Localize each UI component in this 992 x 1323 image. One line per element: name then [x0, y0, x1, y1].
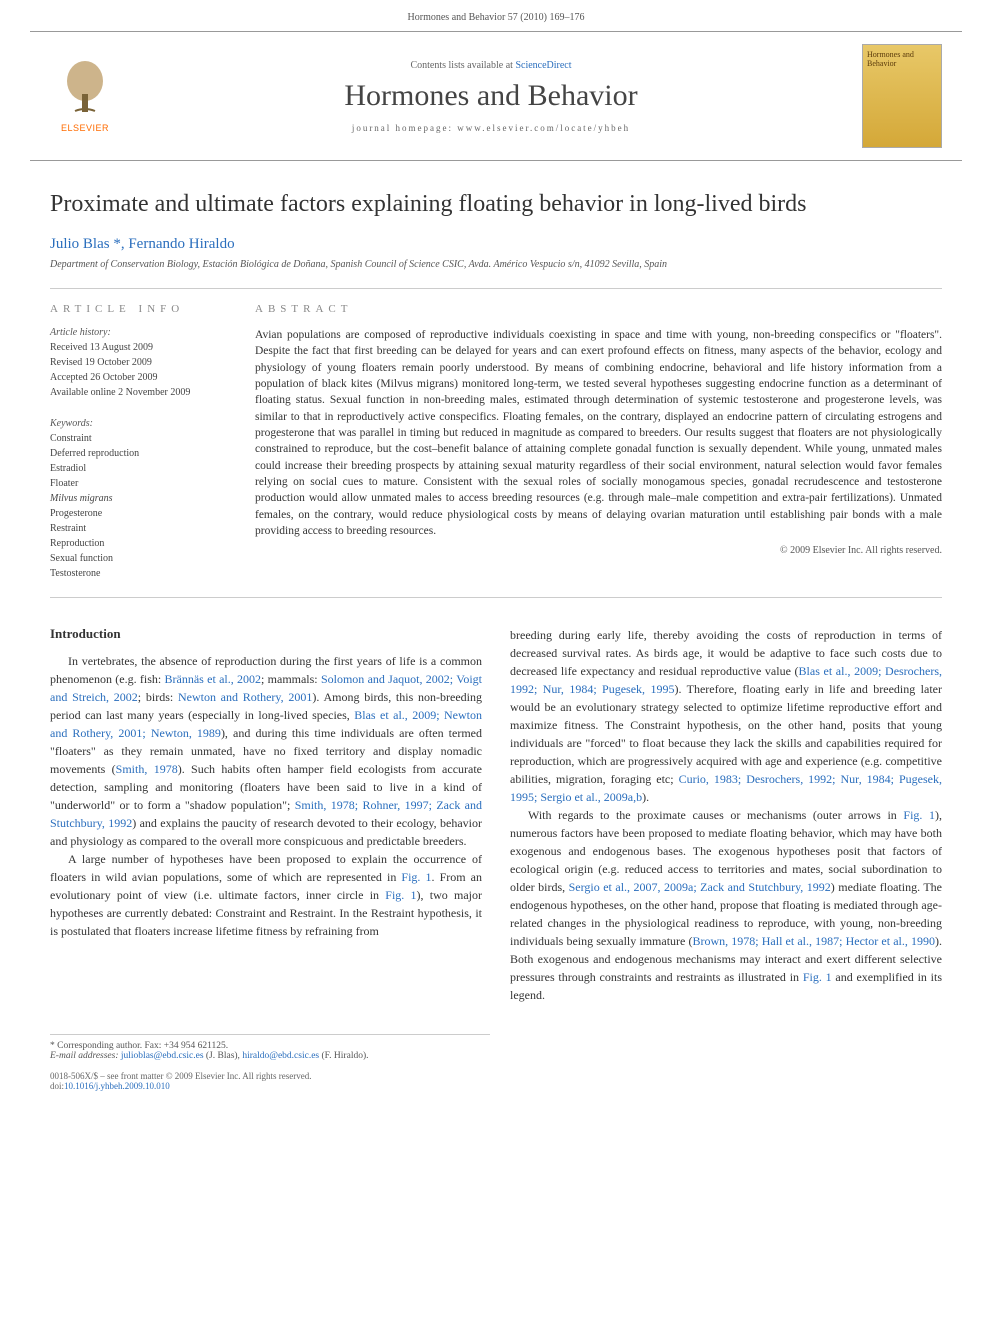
- running-header: Hormones and Behavior 57 (2010) 169–176: [0, 0, 992, 31]
- keywords-label: Keywords:: [50, 418, 235, 429]
- email-addresses: E-mail addresses: julioblas@ebd.csic.es …: [50, 1051, 490, 1061]
- article-info-heading: article info: [50, 303, 235, 315]
- publisher-logo: ELSEVIER: [50, 51, 120, 141]
- citation-text: Hormones and Behavior 57 (2010) 169–176: [408, 12, 585, 23]
- history-revised: Revised 19 October 2009: [50, 355, 235, 370]
- figure-link[interactable]: Fig. 1: [401, 870, 431, 884]
- journal-name: Hormones and Behavior: [120, 79, 862, 113]
- citation-link[interactable]: Sergio et al., 2007, 2009a; Zack and Stu…: [569, 880, 831, 894]
- body-paragraph: A large number of hypotheses have been p…: [50, 850, 482, 940]
- body-left-column: Introduction In vertebrates, the absence…: [50, 626, 482, 1004]
- doi-line: doi:10.1016/j.yhbeh.2009.10.010: [50, 1081, 942, 1091]
- citation-link[interactable]: Brown, 1978; Hall et al., 1987; Hector e…: [693, 934, 935, 948]
- doi-link[interactable]: 10.1016/j.yhbeh.2009.10.010: [64, 1081, 170, 1091]
- abstract-column: abstract Avian populations are composed …: [255, 303, 942, 581]
- homepage-url: www.elsevier.com/locate/yhbeh: [457, 123, 630, 133]
- email-link[interactable]: julioblas@ebd.csic.es: [121, 1051, 204, 1061]
- body-paragraph: With regards to the proximate causes or …: [510, 806, 942, 1004]
- banner-center: Contents lists available at ScienceDirec…: [120, 60, 862, 133]
- body-paragraph: In vertebrates, the absence of reproduct…: [50, 652, 482, 850]
- abstract-copyright: © 2009 Elsevier Inc. All rights reserved…: [255, 545, 942, 556]
- footnotes: * Corresponding author. Fax: +34 954 621…: [50, 1034, 490, 1061]
- keyword: Constraint: [50, 431, 235, 446]
- figure-link[interactable]: Fig. 1: [385, 888, 416, 902]
- issn-line: 0018-506X/$ – see front matter © 2009 El…: [50, 1071, 942, 1081]
- publisher-name: ELSEVIER: [61, 123, 109, 133]
- keyword: Progesterone: [50, 506, 235, 521]
- citation-link[interactable]: Newton and Rothery, 2001: [178, 690, 312, 704]
- article-info-column: article info Article history: Received 1…: [50, 303, 255, 581]
- history-label: Article history:: [50, 327, 235, 338]
- keyword: Reproduction: [50, 536, 235, 551]
- keyword: Floater: [50, 476, 235, 491]
- keyword: Restraint: [50, 521, 235, 536]
- sciencedirect-link[interactable]: ScienceDirect: [515, 60, 571, 71]
- introduction-heading: Introduction: [50, 626, 482, 642]
- author-link[interactable]: Julio Blas *, Fernando Hiraldo: [50, 236, 235, 252]
- figure-link[interactable]: Fig. 1: [803, 970, 832, 984]
- keyword: Deferred reproduction: [50, 446, 235, 461]
- keyword: Testosterone: [50, 566, 235, 581]
- body-paragraph: breeding during early life, thereby avoi…: [510, 626, 942, 806]
- history-accepted: Accepted 26 October 2009: [50, 370, 235, 385]
- bottom-copyright: 0018-506X/$ – see front matter © 2009 El…: [50, 1071, 942, 1091]
- keyword: Milvus migrans: [50, 491, 235, 506]
- abstract-text: Avian populations are composed of reprod…: [255, 327, 942, 539]
- affiliation: Department of Conservation Biology, Esta…: [50, 259, 942, 270]
- citation-link[interactable]: Smith, 1978: [116, 762, 178, 776]
- citation-link[interactable]: Brännäs et al., 2002: [165, 672, 262, 686]
- body-right-column: breeding during early life, thereby avoi…: [510, 626, 942, 1004]
- keyword: Sexual function: [50, 551, 235, 566]
- keyword: Estradiol: [50, 461, 235, 476]
- abstract-heading: abstract: [255, 303, 942, 315]
- body-text: Introduction In vertebrates, the absence…: [50, 626, 942, 1004]
- homepage-line: journal homepage: www.elsevier.com/locat…: [120, 123, 862, 133]
- email-link[interactable]: hiraldo@ebd.csic.es: [242, 1051, 319, 1061]
- contents-available-line: Contents lists available at ScienceDirec…: [120, 60, 862, 71]
- journal-cover-thumbnail: Hormones and Behavior: [862, 44, 942, 148]
- article-title: Proximate and ultimate factors explainin…: [50, 191, 942, 218]
- meta-section: article info Article history: Received 1…: [50, 289, 942, 581]
- corresponding-author: * Corresponding author. Fax: +34 954 621…: [50, 1041, 490, 1051]
- figure-link[interactable]: Fig. 1: [903, 808, 935, 822]
- author-list: Julio Blas *, Fernando Hiraldo: [50, 236, 942, 253]
- history-received: Received 13 August 2009: [50, 340, 235, 355]
- elsevier-tree-icon: [60, 59, 110, 119]
- divider: [50, 597, 942, 598]
- journal-banner: ELSEVIER Contents lists available at Sci…: [30, 31, 962, 161]
- history-online: Available online 2 November 2009: [50, 385, 235, 400]
